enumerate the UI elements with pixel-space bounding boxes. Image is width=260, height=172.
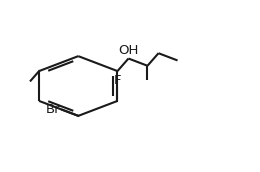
Text: F: F [114,74,121,87]
Text: Br: Br [46,103,60,116]
Text: OH: OH [118,44,139,57]
